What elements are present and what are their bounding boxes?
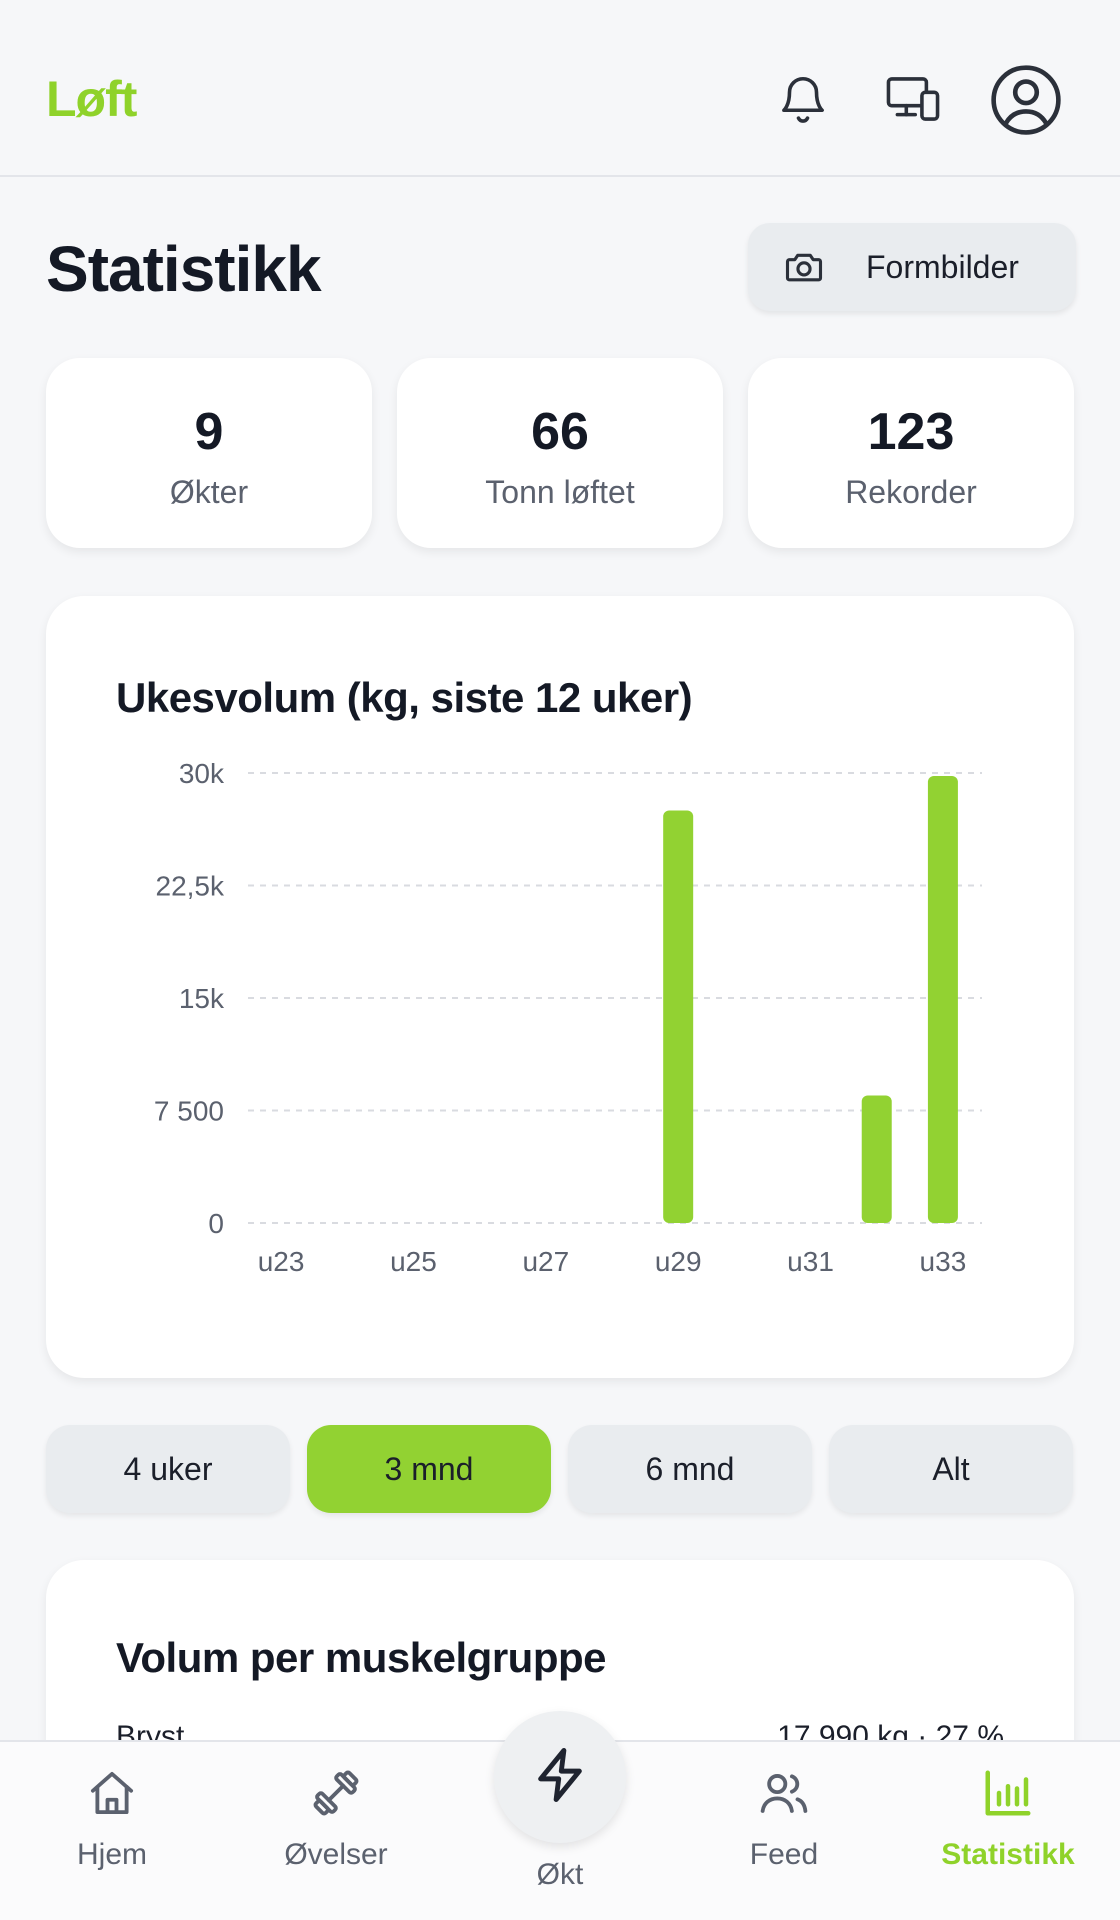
nav-item-ovelser[interactable]: Øvelser (224, 1742, 448, 1920)
lightning-icon (529, 1744, 591, 1811)
y-tick-label: 15k (179, 983, 225, 1014)
weekly-volume-chart: 0 7 500 15k 22,5k 30k u23 u25 u27 u29 u31 u33 (154, 758, 982, 1277)
weekly-volume-card: Ukesvolum (kg, siste 12 uker) 0 7 500 15k 2… (46, 596, 1074, 1378)
nav-label: Øvelser (284, 1838, 388, 1871)
camera-icon (782, 245, 826, 294)
y-tick-label: 7 500 (154, 1096, 224, 1127)
bar-chart-icon (896, 1766, 1120, 1820)
stat-card-okter: 9 Økter (46, 358, 372, 548)
nav-label: Statistikk (941, 1838, 1075, 1871)
stat-value: 9 (194, 403, 224, 461)
profile-icon[interactable] (988, 62, 1064, 138)
users-icon (672, 1766, 896, 1820)
stat-card-tonn: 66 Tonn løftet (397, 358, 723, 548)
period-4-uker[interactable]: 4 uker (46, 1425, 290, 1513)
page-title: Statistikk (46, 233, 322, 305)
y-tick-label: 22,5k (156, 871, 225, 902)
bar-u33[interactable] (927, 776, 958, 1223)
period-alt[interactable]: Alt (829, 1425, 1073, 1513)
x-tick-label: u29 (655, 1246, 702, 1277)
y-tick-label: 30k (179, 758, 225, 789)
x-tick-label: u23 (258, 1246, 305, 1277)
nav-item-hjem[interactable]: Hjem (0, 1742, 224, 1920)
period-6-mnd[interactable]: 6 mnd (568, 1425, 812, 1513)
x-tick-label: u33 (920, 1246, 967, 1277)
nav-label-okt: Økt (536, 1858, 584, 1891)
stat-label: Økter (169, 474, 249, 510)
app-logo[interactable]: Løft (46, 71, 137, 127)
stat-value: 123 (867, 403, 955, 461)
bell-icon[interactable] (766, 62, 840, 136)
chart-title: Ukesvolum (kg, siste 12 uker) (116, 674, 693, 721)
devices-icon[interactable] (876, 62, 950, 136)
formbilder-label: Formbilder (866, 249, 1019, 285)
stat-label: Tonn løftet (485, 474, 635, 510)
stat-card-rekorder: 123 Rekorder (748, 358, 1074, 548)
period-3-mnd[interactable]: 3 mnd (307, 1425, 551, 1513)
bar-u29[interactable] (663, 810, 694, 1224)
x-tick-label: u27 (522, 1246, 569, 1277)
dumbbell-icon (224, 1766, 448, 1820)
home-icon (0, 1766, 224, 1820)
nav-item-statistikk[interactable]: Statistikk (896, 1742, 1120, 1920)
y-tick-label: 0 (208, 1208, 224, 1239)
muscle-card-title: Volum per muskelgruppe (116, 1634, 607, 1681)
formbilder-button[interactable]: Formbilder (748, 223, 1076, 311)
start-workout-button[interactable] (494, 1711, 626, 1843)
x-tick-label: u25 (390, 1246, 437, 1277)
nav-item-feed[interactable]: Feed (672, 1742, 896, 1920)
top-header: Løft (0, 0, 1120, 177)
stat-value: 66 (531, 403, 589, 461)
bar-u32[interactable] (861, 1095, 892, 1224)
x-tick-label: u31 (787, 1246, 834, 1277)
nav-label: Hjem (76, 1838, 147, 1871)
nav-label: Feed (749, 1838, 819, 1871)
stat-label: Rekorder (845, 474, 977, 510)
